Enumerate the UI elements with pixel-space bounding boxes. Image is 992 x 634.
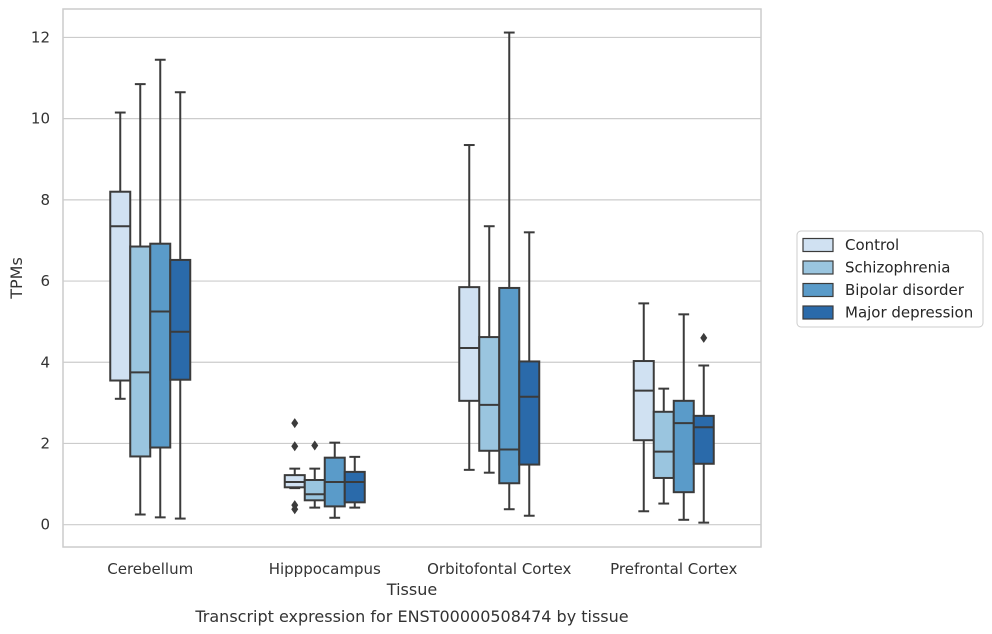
box-hipppocampus-schizophrenia (303, 440, 326, 509)
x-axis-label: Tissue (386, 580, 437, 599)
legend-swatch (802, 237, 834, 253)
y-axis-label: TPMs (7, 257, 26, 300)
x-tick-labels: Cerebellum Hipppocampus Orbitofontal Corte… (107, 560, 737, 578)
legend-swatch (802, 305, 834, 320)
y-tick-label-12: 12 (31, 28, 50, 46)
legend-swatch (802, 282, 834, 298)
legend-item-bipolar-disorder: Bipolar disorder (802, 281, 965, 299)
box-prefrontal-cortex-control (632, 302, 655, 513)
box-hipppocampus-bipolar-disorder (323, 441, 346, 519)
iqr-box (692, 414, 715, 465)
iqr-box (303, 479, 326, 502)
legend-item-major-depression: Major depression (802, 304, 973, 322)
iqr-box (478, 336, 501, 452)
legend-swatch (802, 260, 834, 275)
outlier-point (311, 440, 319, 451)
x-tick-label-orbitofontal-cortex: Orbitofontal Cortex (427, 560, 571, 578)
box-prefrontal-cortex-bipolar-disorder (672, 313, 695, 521)
y-tick-label-2: 2 (40, 434, 50, 452)
iqr-box (109, 190, 132, 382)
legend-label: Bipolar disorder (845, 281, 965, 299)
legend-label: Schizophrenia (845, 259, 950, 277)
iqr-box (169, 258, 192, 381)
iqr-box (672, 399, 695, 494)
legend-item-schizophrenia: Schizophrenia (802, 259, 950, 277)
y-tick-label-8: 8 (40, 191, 50, 209)
iqr-box (343, 470, 366, 504)
outlier-point (700, 332, 708, 343)
x-tick-label-hipppocampus: Hipppocampus (269, 560, 381, 578)
iqr-box (518, 360, 541, 466)
legend-item-control: Control (802, 236, 899, 254)
boxes (109, 31, 715, 524)
box-prefrontal-cortex-schizophrenia (652, 387, 675, 505)
box-hipppocampus-control (283, 418, 306, 515)
box-orbitofontal-cortex-control (458, 144, 481, 471)
box-cerebellum-bipolar-disorder (149, 58, 172, 519)
legend: Control Schizophrenia Bipolar disorder Majo… (796, 230, 984, 328)
iqr-box (652, 410, 675, 479)
x-tick-label-cerebellum: Cerebellum (107, 560, 193, 578)
box-orbitofontal-cortex-schizophrenia (478, 225, 501, 474)
x-tick-label-prefrontal-cortex: Prefrontal Cortex (610, 560, 737, 578)
box-cerebellum-schizophrenia (129, 83, 152, 516)
iqr-box (129, 245, 152, 458)
legend-label: Control (845, 236, 899, 254)
iqr-box (498, 286, 521, 485)
box-prefrontal-cortex-major-depression (692, 332, 715, 524)
chart-caption: Transcript expression for ENST0000050847… (194, 607, 628, 626)
y-tick-label-4: 4 (40, 353, 50, 371)
outlier-point (291, 441, 299, 452)
box-cerebellum-major-depression (169, 91, 192, 520)
outlier-point (291, 504, 299, 515)
box-orbitofontal-cortex-bipolar-disorder (498, 31, 521, 511)
y-tick-label-0: 0 (40, 516, 50, 534)
y-tick-label-6: 6 (40, 272, 50, 290)
box-cerebellum-control (109, 111, 132, 400)
iqr-box (149, 242, 172, 449)
box-hipppocampus-major-depression (343, 455, 366, 509)
iqr-box (458, 286, 481, 402)
box-orbitofontal-cortex-major-depression (518, 231, 541, 517)
iqr-box (632, 360, 655, 442)
y-tick-label-10: 10 (31, 110, 50, 128)
plot-area-frame (62, 8, 762, 548)
legend-label: Major depression (845, 304, 973, 322)
y-tick-labels: 0 2 4 6 8 10 12 (31, 28, 50, 533)
outlier-point (291, 418, 299, 429)
legend-frame (796, 230, 984, 328)
